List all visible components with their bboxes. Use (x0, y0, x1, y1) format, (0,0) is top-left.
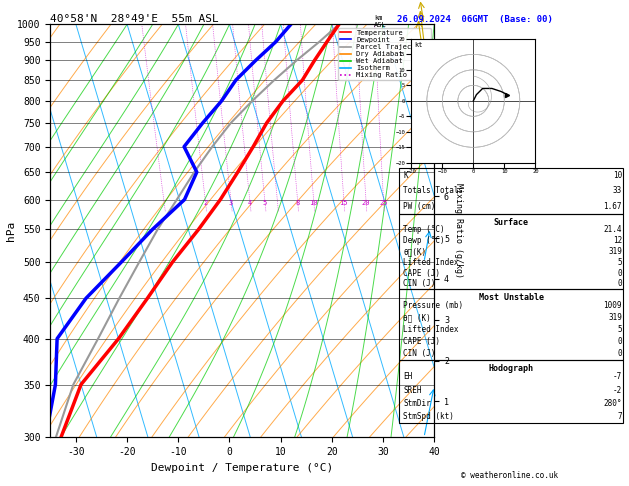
Text: LCL: LCL (436, 73, 448, 79)
Text: K: K (403, 171, 408, 180)
Text: © weatheronline.co.uk: © weatheronline.co.uk (461, 471, 558, 480)
Text: 25: 25 (379, 200, 387, 206)
Text: 33: 33 (613, 186, 622, 195)
Y-axis label: Mixing Ratio (g/kg): Mixing Ratio (g/kg) (454, 183, 463, 278)
Text: 3: 3 (229, 200, 233, 206)
Text: 8: 8 (296, 200, 299, 206)
Text: 5: 5 (263, 200, 267, 206)
Text: Lifted Index: Lifted Index (403, 325, 459, 334)
Legend: Temperature, Dewpoint, Parcel Trajectory, Dry Adiabat, Wet Adiabat, Isotherm, Mi: Temperature, Dewpoint, Parcel Trajectory… (338, 28, 431, 80)
Text: 280°: 280° (604, 399, 622, 408)
Text: Most Unstable: Most Unstable (479, 293, 543, 302)
X-axis label: Dewpoint / Temperature (°C): Dewpoint / Temperature (°C) (151, 463, 333, 473)
Text: -7: -7 (613, 372, 622, 382)
Text: 40°58'N  28°49'E  55m ASL: 40°58'N 28°49'E 55m ASL (50, 14, 219, 23)
Text: Temp (°C): Temp (°C) (403, 226, 445, 234)
Text: θᴇ(K): θᴇ(K) (403, 247, 426, 256)
Text: 319: 319 (608, 313, 622, 322)
Text: 15: 15 (340, 200, 348, 206)
Text: CIN (J): CIN (J) (403, 349, 435, 358)
Text: PW (cm): PW (cm) (403, 202, 435, 210)
Text: Pressure (mb): Pressure (mb) (403, 301, 464, 311)
Text: Lifted Index: Lifted Index (403, 258, 459, 267)
Text: kt: kt (415, 42, 423, 48)
Text: 7: 7 (618, 412, 622, 421)
Text: StmDir: StmDir (403, 399, 431, 408)
Text: -2: -2 (613, 385, 622, 395)
Text: StmSpd (kt): StmSpd (kt) (403, 412, 454, 421)
Text: Surface: Surface (494, 218, 528, 227)
Text: Totals Totals: Totals Totals (403, 186, 464, 195)
Text: 21.4: 21.4 (604, 226, 622, 234)
Text: CIN (J): CIN (J) (403, 279, 435, 288)
Text: 5: 5 (618, 325, 622, 334)
Text: 0: 0 (618, 268, 622, 278)
Text: 12: 12 (613, 236, 622, 245)
Text: 0: 0 (618, 337, 622, 346)
Text: CAPE (J): CAPE (J) (403, 268, 440, 278)
Text: 1.67: 1.67 (604, 202, 622, 210)
Text: 1009: 1009 (604, 301, 622, 311)
Text: 10: 10 (613, 171, 622, 180)
Text: 5: 5 (618, 258, 622, 267)
Text: CAPE (J): CAPE (J) (403, 337, 440, 346)
Text: 0: 0 (618, 279, 622, 288)
Text: EH: EH (403, 372, 413, 382)
Y-axis label: hPa: hPa (6, 221, 16, 241)
Text: km
ASL: km ASL (374, 15, 387, 28)
Text: 26.09.2024  06GMT  (Base: 00): 26.09.2024 06GMT (Base: 00) (397, 15, 553, 24)
Text: Hodograph: Hodograph (489, 364, 533, 373)
Text: Dewp (°C): Dewp (°C) (403, 236, 445, 245)
Text: 2: 2 (203, 200, 208, 206)
Text: 20: 20 (362, 200, 370, 206)
Text: 319: 319 (608, 247, 622, 256)
Text: 4: 4 (248, 200, 252, 206)
Text: 0: 0 (618, 349, 622, 358)
Text: θᴇ (K): θᴇ (K) (403, 313, 431, 322)
Text: SREH: SREH (403, 385, 421, 395)
Text: 10: 10 (309, 200, 318, 206)
